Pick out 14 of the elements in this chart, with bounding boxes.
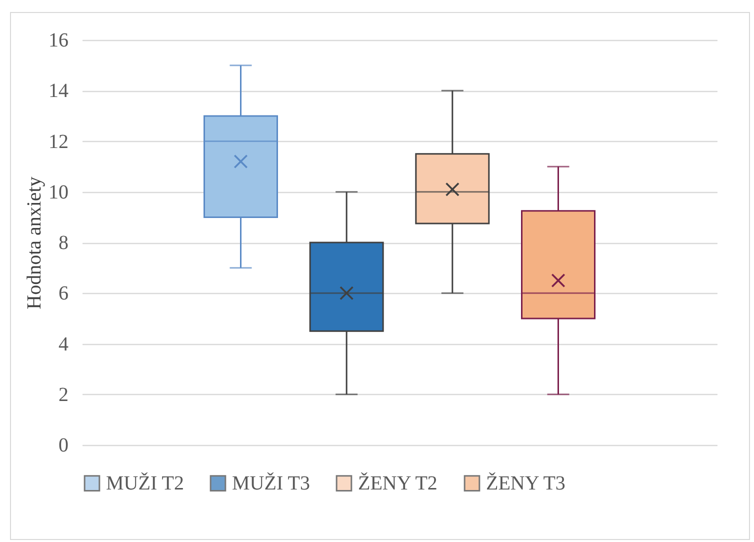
y-tick-label: 2 (58, 384, 68, 406)
y-tick-label: 10 (48, 181, 68, 204)
legend-label: ŽENY T2 (358, 471, 438, 494)
y-tick-label: 12 (48, 130, 68, 153)
y-tick-label: 16 (48, 30, 68, 52)
legend-label: MUŽI T2 (106, 471, 184, 494)
y-tick-label: 14 (48, 80, 68, 102)
y-tick-label: 4 (58, 333, 68, 356)
y-tick-label: 8 (58, 232, 68, 254)
y-tick-label: 0 (58, 434, 68, 456)
legend-label: ŽENY T3 (486, 471, 566, 494)
legend-label: MUŽI T3 (232, 471, 310, 494)
y-axis-title: Hodnota anxiety (24, 176, 46, 310)
y-tick-label: 6 (58, 282, 68, 305)
